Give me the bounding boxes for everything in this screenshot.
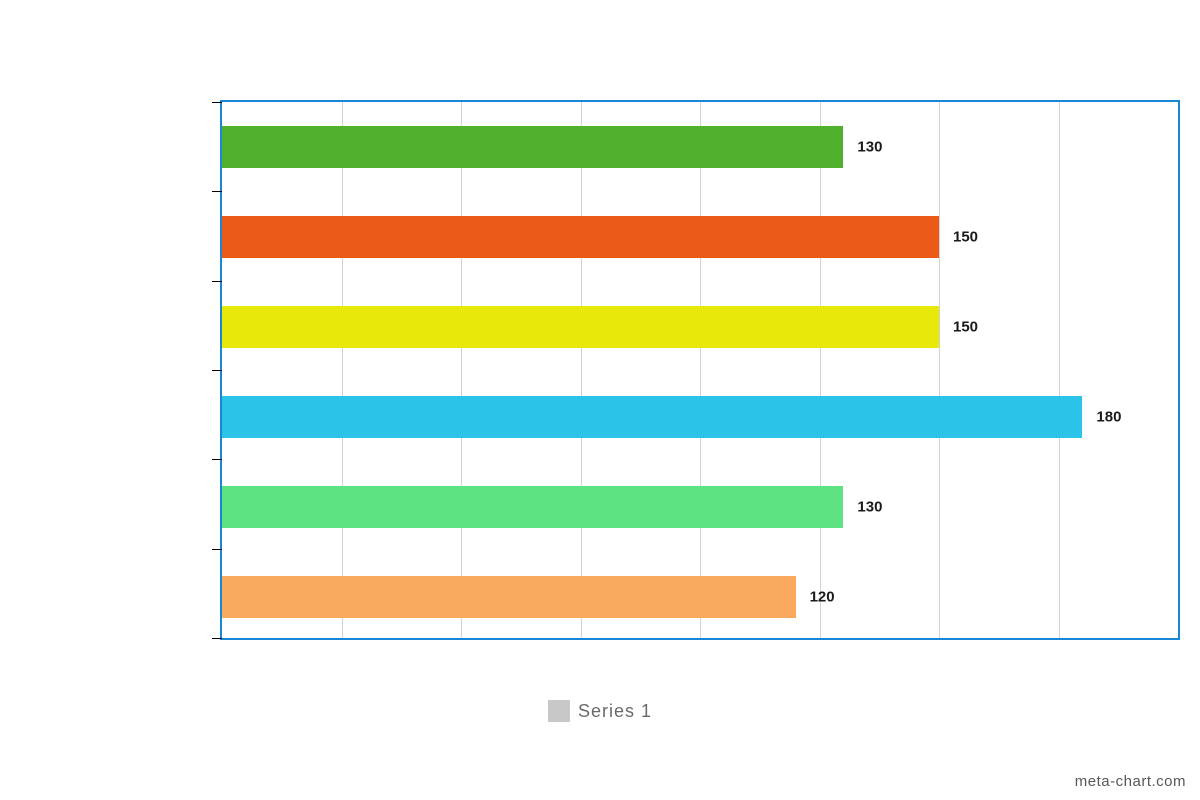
legend-item: Series 1 [548,700,652,722]
plot-area: 130 150 150 180 130 120 [220,100,1180,640]
y-tick [212,370,222,371]
chart-container: 130 150 150 180 130 120 [220,100,1180,640]
bar-value-label: 130 [857,139,882,156]
legend-label: Series 1 [578,701,652,722]
bar-value-label: 150 [953,319,978,336]
gridline [581,102,582,638]
bar-value-label: 180 [1096,409,1121,426]
gridline [820,102,821,638]
bar [222,396,1082,438]
y-tick [212,549,222,550]
bar [222,576,796,618]
gridline [1059,102,1060,638]
y-tick [212,102,222,103]
gridline [461,102,462,638]
bar-value-label: 120 [810,589,835,606]
bar [222,306,939,348]
gridline [342,102,343,638]
gridline [939,102,940,638]
bar-value-label: 130 [857,499,882,516]
bar [222,216,939,258]
y-tick [212,281,222,282]
bar-value-label: 150 [953,229,978,246]
bar [222,126,843,168]
y-tick [212,638,222,639]
y-tick [212,459,222,460]
legend-swatch [548,700,570,722]
y-tick [212,191,222,192]
attribution-text: meta-chart.com [1075,773,1186,790]
bar [222,486,843,528]
legend: Series 1 [0,700,1200,727]
gridline [700,102,701,638]
